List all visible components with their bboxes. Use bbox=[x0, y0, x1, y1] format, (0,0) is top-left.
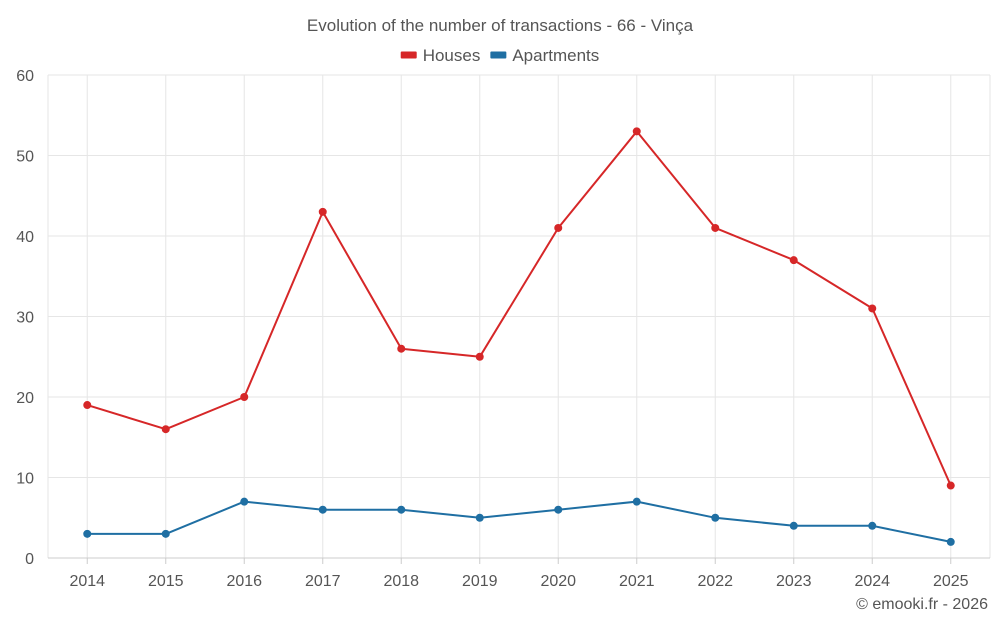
data-point[interactable] bbox=[868, 521, 877, 530]
y-tick-label: 10 bbox=[16, 471, 34, 488]
data-point[interactable] bbox=[83, 529, 92, 538]
legend-label: Apartments bbox=[512, 46, 599, 65]
x-tick-label: 2019 bbox=[462, 573, 498, 590]
data-point[interactable] bbox=[318, 207, 327, 216]
data-point[interactable] bbox=[318, 505, 327, 514]
legend: Houses Apartments bbox=[400, 46, 599, 65]
y-tick-label: 60 bbox=[16, 68, 34, 85]
data-point[interactable] bbox=[554, 505, 563, 514]
data-point[interactable] bbox=[868, 304, 877, 313]
legend-swatch[interactable] bbox=[400, 51, 417, 59]
y-tick-label: 20 bbox=[16, 390, 34, 407]
x-tick-label: 2014 bbox=[69, 573, 105, 590]
y-tick-label: 50 bbox=[16, 149, 34, 166]
x-tick-label: 2023 bbox=[776, 573, 812, 590]
data-point[interactable] bbox=[946, 537, 955, 546]
legend-label: Houses bbox=[423, 46, 481, 65]
x-tick-label: 2021 bbox=[619, 573, 655, 590]
y-tick-label: 40 bbox=[16, 229, 34, 246]
data-point[interactable] bbox=[161, 529, 170, 538]
series-houses bbox=[83, 127, 955, 490]
data-point[interactable] bbox=[161, 425, 170, 434]
data-point[interactable] bbox=[789, 521, 798, 530]
x-tick-label: 2025 bbox=[933, 573, 969, 590]
data-point[interactable] bbox=[475, 513, 484, 522]
data-point[interactable] bbox=[475, 352, 484, 361]
series-line bbox=[87, 500, 952, 543]
series-apartments bbox=[83, 497, 955, 546]
data-point[interactable] bbox=[632, 497, 641, 506]
data-point[interactable] bbox=[83, 401, 92, 410]
data-point[interactable] bbox=[240, 497, 249, 506]
x-tick-label: 2024 bbox=[854, 573, 890, 590]
axes: 0 10 20 30 40 50 60 2014 2015 2016 2017 2018 2019 202… bbox=[16, 68, 990, 590]
legend-swatch[interactable] bbox=[490, 51, 507, 59]
chart-title: Evolution of the number of transactions … bbox=[307, 16, 694, 35]
gridlines bbox=[47, 74, 991, 559]
copyright-text: © emooki.fr - 2026 bbox=[856, 596, 988, 613]
x-tick-label: 2015 bbox=[148, 573, 184, 590]
series-layer bbox=[83, 127, 955, 546]
data-point[interactable] bbox=[240, 393, 249, 401]
x-tick-label: 2018 bbox=[383, 573, 419, 590]
x-tick-label: 2016 bbox=[226, 573, 262, 590]
y-tick-label: 30 bbox=[16, 310, 34, 327]
series-line bbox=[87, 130, 952, 487]
x-tick-label: 2022 bbox=[697, 573, 733, 590]
data-point[interactable] bbox=[711, 513, 720, 522]
data-point[interactable] bbox=[789, 256, 798, 265]
data-point[interactable] bbox=[711, 223, 720, 232]
x-tick-label: 2020 bbox=[540, 573, 576, 590]
x-tick-label: 2017 bbox=[305, 573, 341, 590]
data-point[interactable] bbox=[397, 505, 406, 514]
data-point[interactable] bbox=[397, 344, 406, 353]
data-point[interactable] bbox=[554, 223, 563, 232]
data-point[interactable] bbox=[632, 127, 641, 136]
y-tick-label: 0 bbox=[25, 551, 34, 568]
data-point[interactable] bbox=[946, 481, 955, 490]
